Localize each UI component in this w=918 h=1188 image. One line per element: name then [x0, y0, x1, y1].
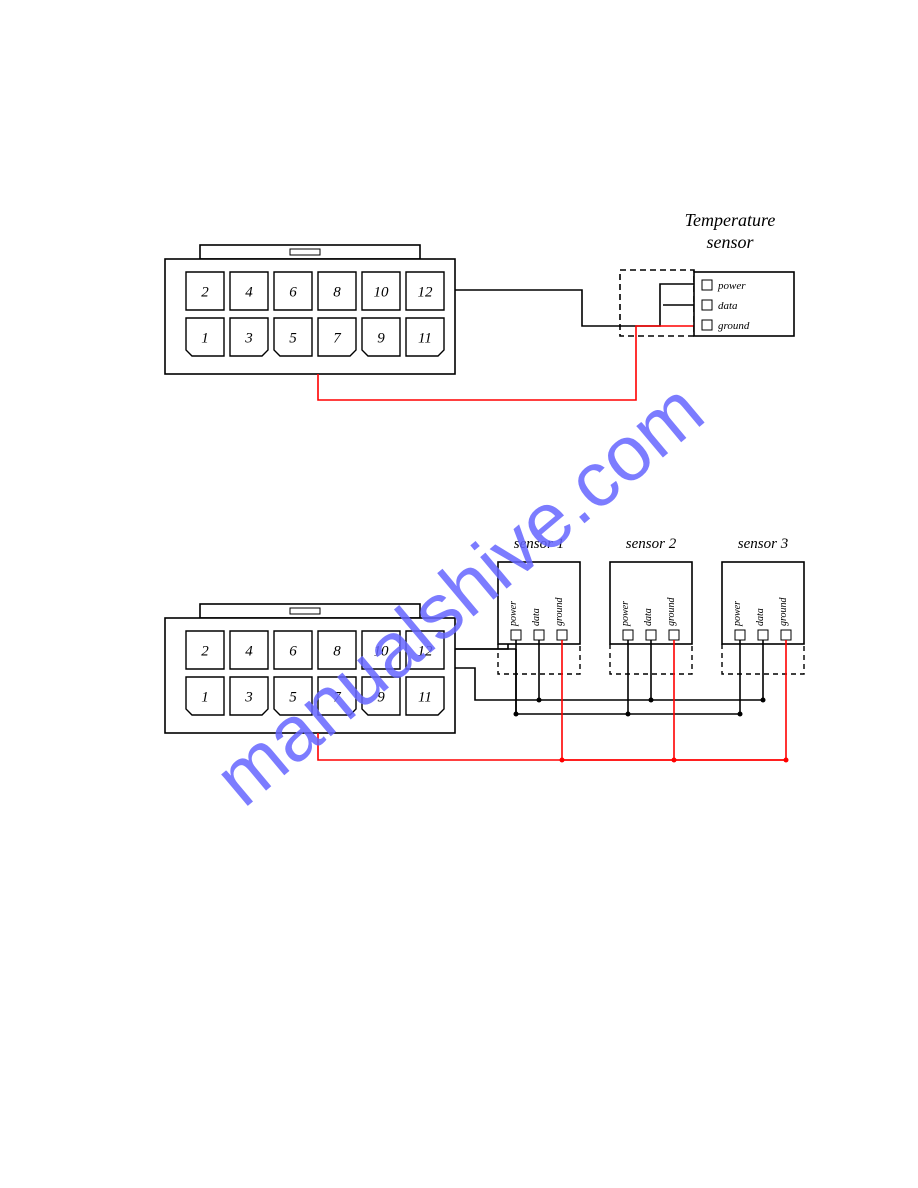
svg-text:5: 5	[289, 689, 297, 705]
svg-text:sensor 1: sensor 1	[514, 536, 564, 552]
svg-text:6: 6	[289, 643, 297, 659]
svg-text:12: 12	[418, 643, 434, 659]
svg-text:4: 4	[245, 284, 253, 300]
svg-text:3: 3	[244, 330, 253, 346]
svg-text:Temperature: Temperature	[685, 210, 776, 230]
svg-text:power: power	[717, 280, 746, 292]
svg-text:power: power	[620, 601, 631, 627]
svg-text:9: 9	[377, 689, 385, 705]
svg-text:data: data	[718, 300, 738, 312]
svg-text:sensor 3: sensor 3	[738, 536, 788, 552]
svg-text:5: 5	[289, 330, 297, 346]
svg-text:power: power	[508, 601, 519, 627]
svg-text:6: 6	[289, 284, 297, 300]
svg-text:9: 9	[377, 330, 385, 346]
svg-text:data: data	[643, 608, 654, 626]
svg-text:11: 11	[418, 330, 432, 346]
svg-text:11: 11	[418, 689, 432, 705]
svg-text:8: 8	[333, 643, 341, 659]
diagram-svg: 214365871091211Temperaturesensorpowerdat…	[0, 0, 918, 1188]
svg-text:data: data	[755, 608, 766, 626]
diagram-page: 214365871091211Temperaturesensorpowerdat…	[0, 0, 918, 1188]
svg-text:1: 1	[201, 689, 209, 705]
svg-text:sensor: sensor	[706, 232, 754, 252]
svg-text:2: 2	[201, 284, 209, 300]
svg-text:ground: ground	[666, 596, 677, 626]
svg-text:power: power	[732, 601, 743, 627]
svg-text:sensor 2: sensor 2	[626, 536, 677, 552]
svg-text:data: data	[531, 608, 542, 626]
svg-text:ground: ground	[718, 320, 750, 332]
svg-text:10: 10	[374, 643, 390, 659]
svg-text:2: 2	[201, 643, 209, 659]
svg-text:4: 4	[245, 643, 253, 659]
svg-text:3: 3	[244, 689, 253, 705]
svg-text:1: 1	[201, 330, 209, 346]
svg-text:ground: ground	[554, 596, 565, 626]
svg-text:12: 12	[418, 284, 434, 300]
svg-text:8: 8	[333, 284, 341, 300]
svg-text:10: 10	[374, 284, 390, 300]
svg-text:ground: ground	[778, 596, 789, 626]
